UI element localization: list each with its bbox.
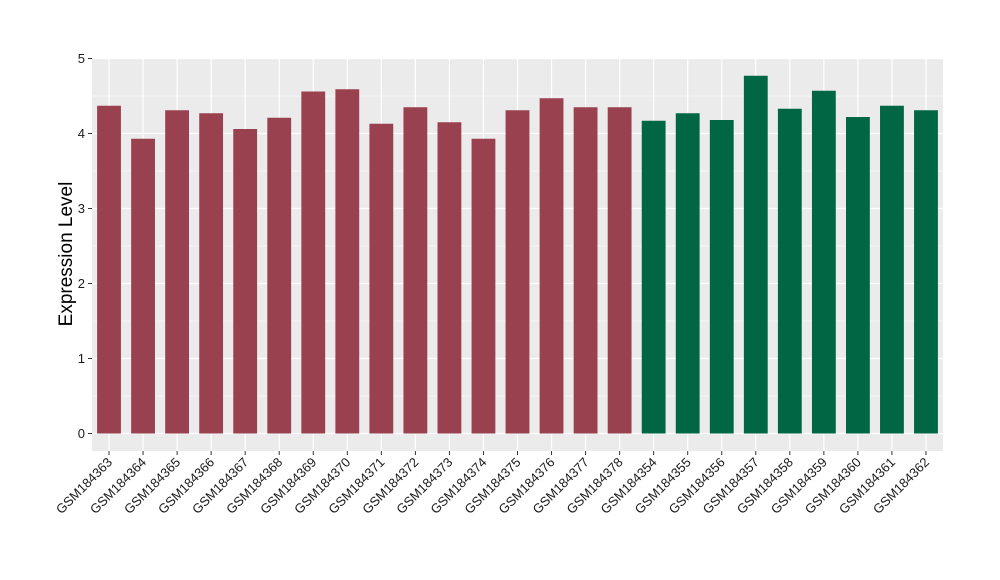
bar	[335, 89, 360, 434]
bar	[505, 110, 530, 434]
bars	[97, 75, 938, 434]
y-tick-label: 0	[78, 426, 85, 441]
bar	[777, 108, 802, 434]
bar	[97, 105, 121, 434]
bar	[573, 107, 598, 434]
y-tick-label: 4	[78, 126, 85, 141]
y-tick-label: 2	[78, 276, 85, 291]
bar	[233, 129, 258, 434]
bar	[880, 105, 904, 434]
bar	[811, 90, 836, 434]
x-axis: GSM184363GSM184364GSM184365GSM184366GSM1…	[53, 451, 932, 517]
bar	[165, 110, 190, 434]
bar	[845, 117, 870, 434]
bar	[539, 98, 564, 434]
bar	[369, 123, 394, 434]
bar	[914, 110, 938, 434]
y-tick-label: 3	[78, 201, 85, 216]
y-axis-title: Expression Level	[56, 182, 77, 327]
bar	[641, 120, 666, 434]
bar	[437, 122, 462, 434]
y-tick-label: 5	[78, 51, 85, 66]
y-axis: 0 1 2 3 4 5	[78, 51, 92, 441]
bar	[675, 113, 700, 434]
bar	[267, 117, 292, 434]
bar	[131, 138, 155, 434]
bar	[607, 107, 632, 434]
y-tick-label: 1	[78, 351, 85, 366]
bar	[301, 91, 326, 434]
bar	[743, 75, 768, 434]
bar	[471, 138, 496, 434]
bar	[403, 107, 428, 434]
bar	[199, 113, 224, 434]
bar	[709, 120, 734, 434]
